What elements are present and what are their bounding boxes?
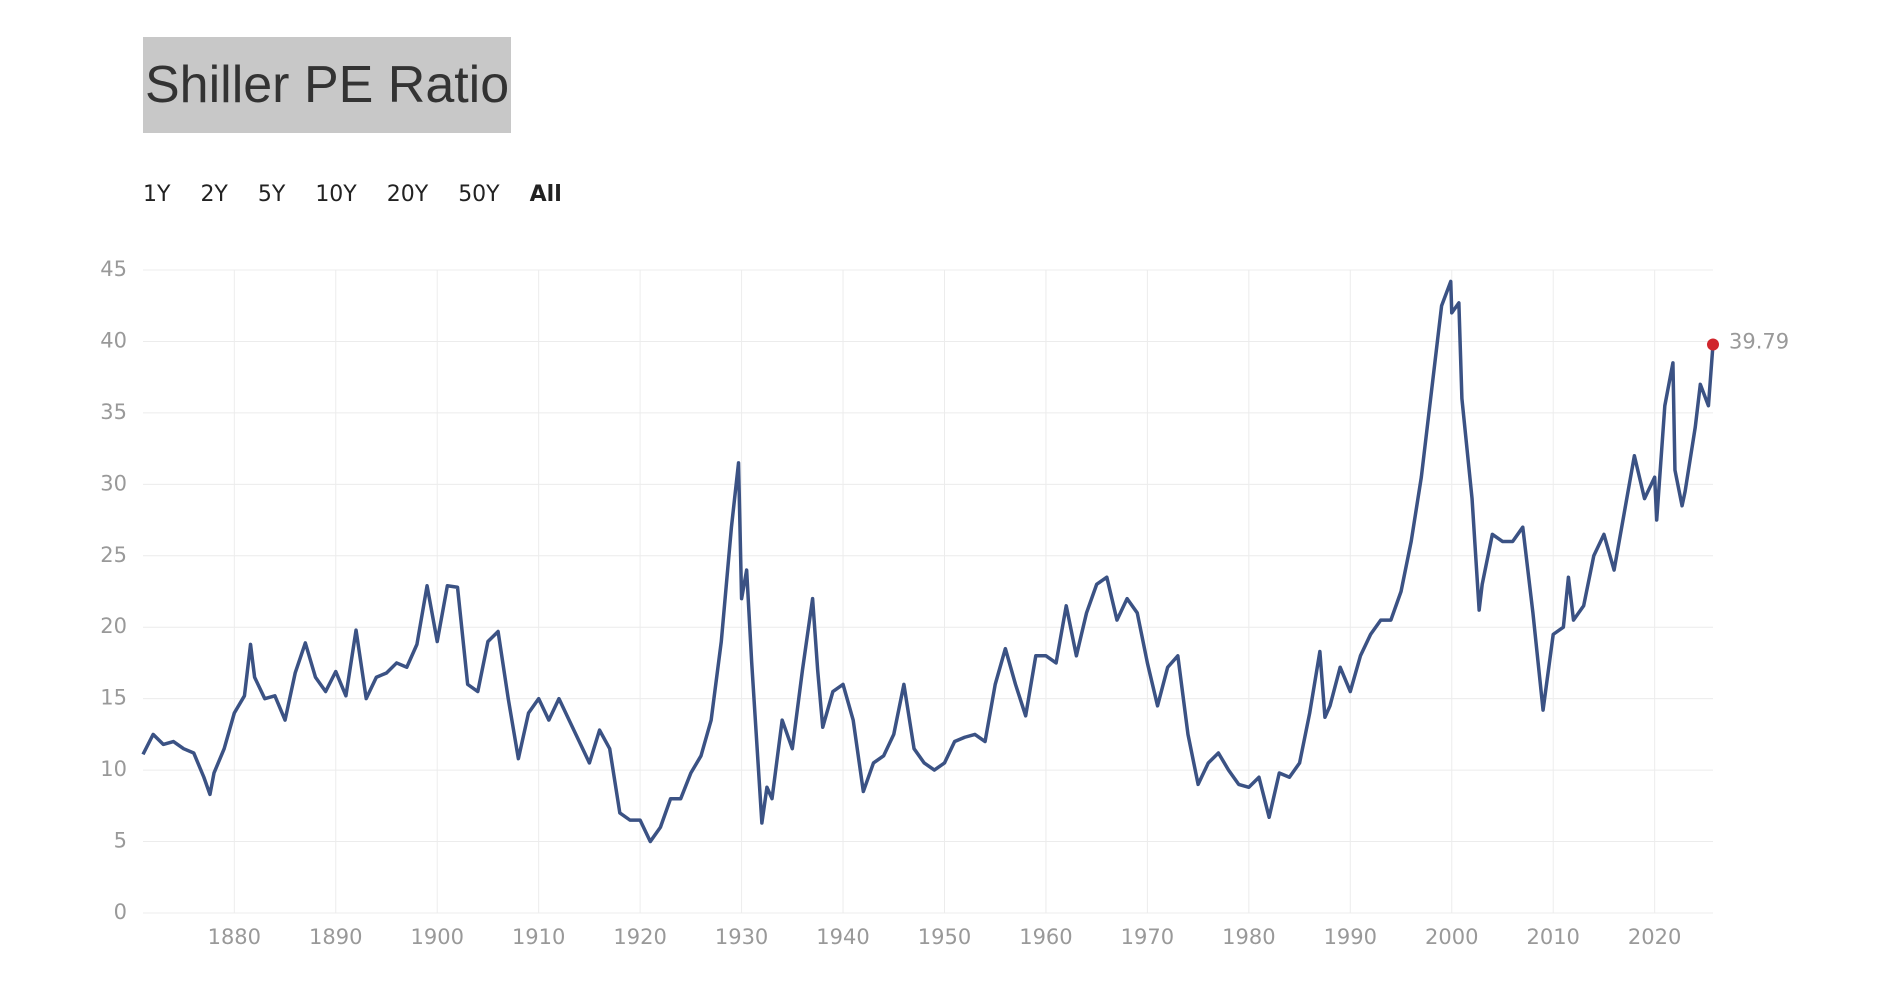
x-tick-label: 1980 xyxy=(1222,925,1275,949)
y-tick-label: 15 xyxy=(100,686,127,710)
line-series xyxy=(141,279,1715,844)
range-button[interactable]: 2Y xyxy=(200,182,228,207)
last-value-label: 39.79 xyxy=(1729,329,1789,353)
y-tick-label: 30 xyxy=(100,471,127,495)
x-tick-label: 1960 xyxy=(1019,925,1072,949)
x-tick-label: 1880 xyxy=(208,925,261,949)
x-tick-label: 1910 xyxy=(512,925,565,949)
range-button[interactable]: 50Y xyxy=(458,182,500,207)
range-button[interactable]: 1Y xyxy=(143,182,171,207)
x-tick-label: 1890 xyxy=(309,925,362,949)
y-tick-label: 45 xyxy=(100,257,127,281)
y-tick-label: 5 xyxy=(114,829,127,853)
y-tick-label: 0 xyxy=(114,900,127,924)
last-point xyxy=(1707,338,1719,351)
y-tick-label: 20 xyxy=(100,614,127,638)
range-button[interactable]: 20Y xyxy=(386,182,429,207)
x-tick-label: 2020 xyxy=(1628,925,1681,949)
chart-title: Shiller PE Ratio xyxy=(143,37,512,133)
range-selector: 1Y 2Y 5Y 10Y 20Y 50Y All xyxy=(143,182,562,207)
x-tick-label: 2000 xyxy=(1425,925,1478,949)
x-tick-label: 1970 xyxy=(1121,925,1174,949)
x-tick-label: 2010 xyxy=(1526,925,1579,949)
range-button[interactable]: All xyxy=(529,182,562,207)
y-tick-label: 40 xyxy=(100,328,127,352)
x-tick-label: 1900 xyxy=(410,925,463,949)
range-button[interactable]: 5Y xyxy=(257,182,286,207)
x-tick-label: 1950 xyxy=(918,925,971,949)
x-tick-label: 1920 xyxy=(613,925,666,949)
x-tick-label: 1930 xyxy=(715,925,768,949)
y-tick-label: 35 xyxy=(100,400,127,424)
range-button[interactable]: 10Y xyxy=(315,182,357,207)
y-tick-label: 25 xyxy=(100,543,127,567)
y-tick-label: 10 xyxy=(100,757,127,781)
x-tick-label: 1990 xyxy=(1324,925,1377,949)
x-tick-label: 1940 xyxy=(816,925,869,949)
